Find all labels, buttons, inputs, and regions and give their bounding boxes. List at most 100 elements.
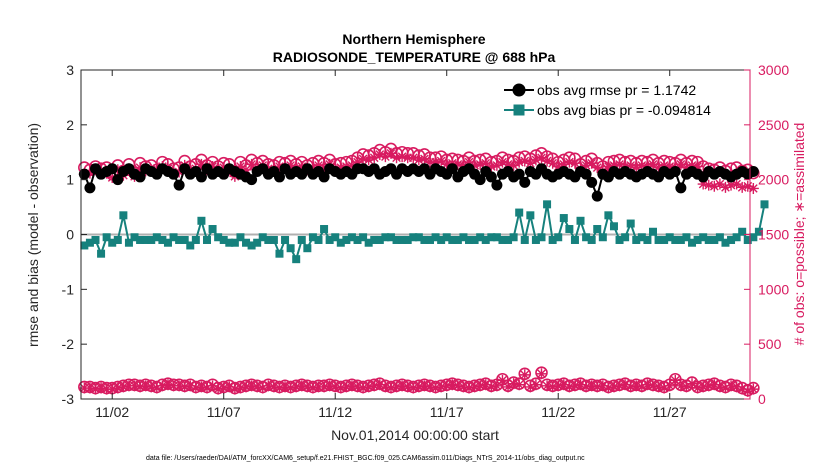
bias-point [420,235,429,244]
bias-point [587,235,596,244]
bias-point [124,238,133,247]
assimilated-obs-point [112,164,124,176]
rmse-point [485,171,497,183]
assimilated-obs-point [363,154,375,166]
bias-point [487,233,496,242]
bias-point [381,233,390,242]
assimilated-obs-point [457,159,469,171]
rmse-point [318,171,330,183]
bias-point [431,233,440,242]
assimilated-obs-point [257,382,269,394]
rmse-point [168,168,180,180]
bias-point [648,227,657,236]
assimilated-obs-point [597,380,609,392]
assimilated-obs-point [725,179,737,191]
series-layer [78,142,769,397]
assimilated-obs-point [335,382,347,394]
bias-point [738,227,747,236]
assimilated-obs-point [541,380,553,392]
assimilated-obs-point [480,157,492,169]
assimilated-obs-point [602,382,614,394]
assimilated-obs-point [658,159,670,171]
legend: obs avg rmse pr = 1.1742 obs avg bias pr… [500,76,744,120]
bias-point [570,235,579,244]
bias-point [281,235,290,244]
assimilated-obs-point [268,381,280,393]
assimilated-obs-point [502,158,514,170]
assimilated-obs-point [491,380,503,392]
assimilated-obs-point [496,374,508,386]
bias-point [342,235,351,244]
bias-point [91,235,100,244]
y-left-tick-label: -3 [62,391,75,407]
assimilated-obs-point [346,380,358,392]
bias-point [621,233,630,242]
assimilated-obs-point [318,381,330,393]
assimilated-obs-point [112,382,124,394]
x-tick-label: 11/27 [653,404,687,420]
bias-point [175,235,184,244]
assimilated-obs-point [402,152,414,164]
assimilated-obs-point [385,147,397,159]
assimilated-obs-point [708,379,720,391]
assimilated-obs-point [731,178,743,190]
rmse-point [491,179,503,191]
assimilated-obs-point [285,159,297,171]
assimilated-obs-point [530,379,542,391]
assimilated-obs-point [602,161,614,173]
y-right-tick-label: 1500 [758,227,789,243]
assimilated-obs-point [168,380,180,392]
assimilated-obs-point [134,381,146,393]
assimilated-obs-point [435,155,447,167]
bias-point [604,211,613,220]
bias-point [509,233,518,242]
y-left-tick-label: 0 [66,227,74,243]
bias-point [141,235,150,244]
assimilated-obs-point [485,161,497,173]
bias-point [269,235,278,244]
assimilated-obs-point [742,180,754,192]
bias-point [275,249,284,258]
bias-point [225,238,234,247]
rmse-point [513,168,525,180]
bias-point [476,233,485,242]
bias-point [403,235,412,244]
assimilated-obs-point [535,368,547,380]
bias-point [626,219,635,228]
assimilated-obs-point [407,382,419,394]
bias-point [230,238,239,247]
bias-point [715,233,724,242]
assimilated-obs-point [117,381,129,393]
bias-point [481,235,490,244]
bias-point [598,233,607,242]
assimilated-obs-point [580,381,592,393]
assimilated-obs-point [413,381,425,393]
y-right-tick-label: 500 [758,336,782,352]
bias-point [654,235,663,244]
bias-point [548,235,557,244]
assimilated-obs-point [524,381,536,393]
bias-point [97,249,106,258]
assimilated-obs-point [502,381,514,393]
assimilated-obs-point [513,156,525,168]
bias-point [308,233,317,242]
assimilated-obs-point [686,159,698,171]
assimilated-obs-point [480,379,492,391]
bias-point [643,235,652,244]
assimilated-obs-point [190,382,202,394]
assimilated-obs-point [441,158,453,170]
assimilated-obs-point [736,383,748,395]
bias-point [258,233,267,242]
legend-rmse-label: obs avg rmse pr = 1.1742 [537,82,696,98]
bias-point [158,235,167,244]
assimilated-obs-point [552,380,564,392]
assimilated-obs-point [357,153,369,165]
y-left-tick-label: 3 [66,62,74,78]
assimilated-obs-point [229,383,241,395]
assimilated-obs-point [335,162,347,174]
rmse-point [78,168,90,180]
bias-point [437,235,446,244]
bias-point [688,238,697,247]
y-left-tick-label: 1 [66,172,74,188]
bias-point [353,235,362,244]
